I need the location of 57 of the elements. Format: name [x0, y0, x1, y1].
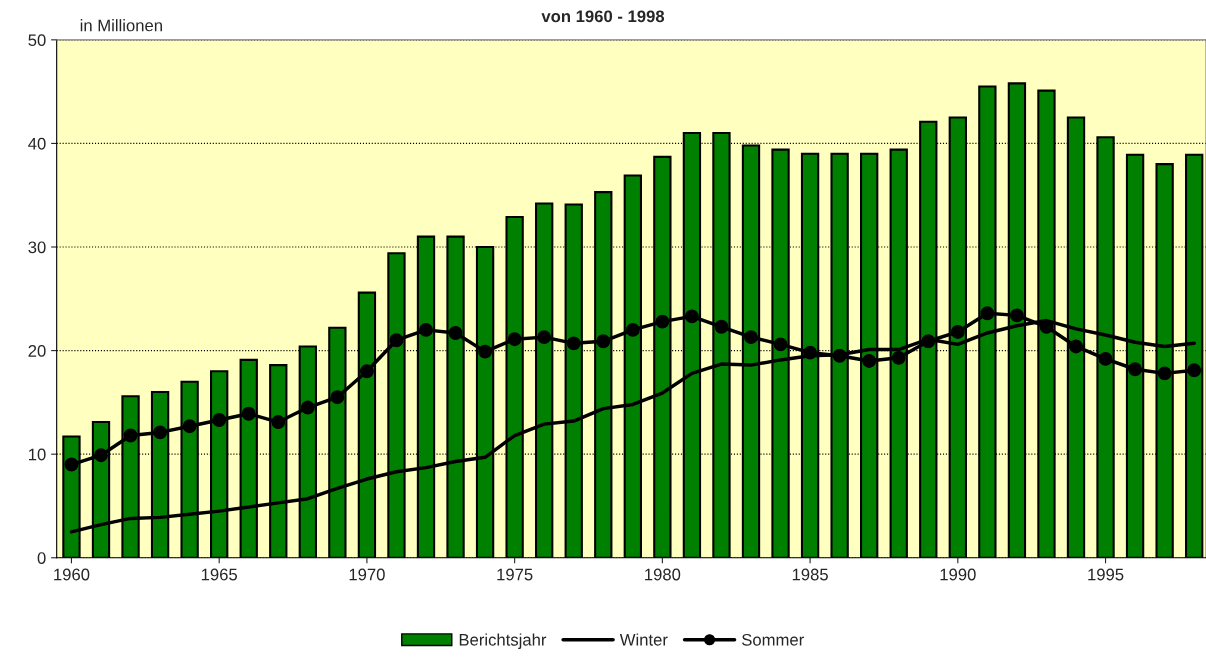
- point: [271, 415, 286, 430]
- y-axis-title: in Millionen: [80, 19, 162, 32]
- point: [684, 309, 699, 324]
- y-tick-label: 20: [28, 344, 46, 357]
- legend-label: Berichtsjahr: [459, 633, 547, 649]
- point: [300, 400, 315, 415]
- point: [1069, 339, 1083, 354]
- point: [655, 314, 670, 329]
- point: [182, 419, 197, 434]
- point: [1157, 366, 1172, 381]
- point: [921, 334, 936, 349]
- x-tick-label: 1985: [792, 568, 828, 581]
- point: [330, 390, 345, 405]
- point: [1009, 308, 1024, 323]
- point: [359, 364, 374, 379]
- point: [1128, 362, 1143, 377]
- chart-title: von 1960 - 1998: [541, 10, 665, 23]
- point: [1187, 363, 1202, 378]
- point: [803, 345, 818, 360]
- point: [389, 333, 404, 348]
- point: [1098, 351, 1113, 366]
- point: [537, 330, 552, 345]
- point: [419, 322, 433, 337]
- y-tick-label: 40: [28, 137, 46, 150]
- y-tick-label: 0: [37, 552, 46, 564]
- point: [212, 413, 227, 427]
- point: [448, 326, 463, 340]
- point: [891, 350, 906, 365]
- point: [153, 425, 168, 440]
- x-tick-label: 1975: [497, 568, 533, 581]
- point: [566, 336, 581, 351]
- x-tick-label: 1965: [201, 568, 238, 581]
- point: [64, 457, 79, 472]
- point: [980, 306, 995, 321]
- point: [507, 332, 522, 347]
- y-tick-label: 30: [28, 241, 46, 254]
- point: [625, 322, 640, 337]
- x-tick-label: 1970: [349, 568, 385, 581]
- point: [478, 344, 493, 359]
- legend-label: Sommer: [742, 633, 804, 646]
- x-tick-label: 1980: [645, 568, 681, 581]
- point: [123, 428, 138, 443]
- point: [773, 337, 788, 352]
- legend-label: Winter: [619, 633, 668, 646]
- point: [862, 354, 877, 368]
- point: [241, 406, 256, 421]
- y-tick-label: 10: [29, 448, 46, 461]
- x-tick-label: 1995: [1088, 568, 1124, 581]
- x-tick-label: 1960: [54, 568, 90, 581]
- x-tick-label: 1990: [940, 568, 976, 581]
- y-tick-label: 50: [28, 34, 46, 47]
- point: [950, 325, 965, 339]
- point: [94, 448, 108, 463]
- point: [596, 334, 611, 349]
- point: [744, 330, 758, 345]
- point: [714, 319, 729, 334]
- point: [832, 348, 847, 363]
